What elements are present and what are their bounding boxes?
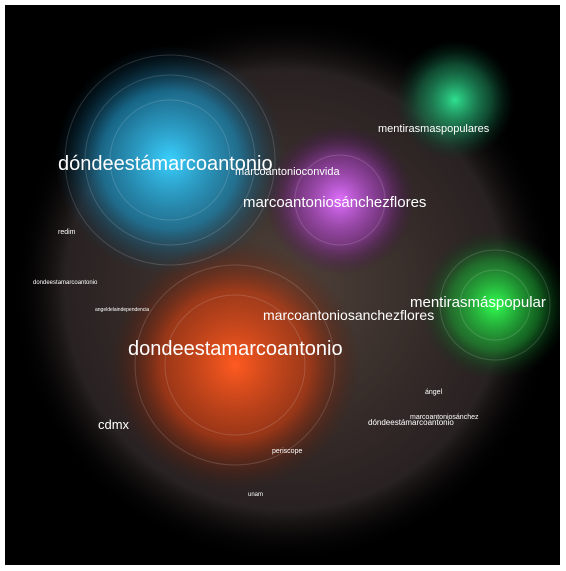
network-graph: dóndeestámarcoantonio marcoantonioconvid… <box>0 0 566 571</box>
node-label: periscope <box>272 448 302 455</box>
node-label: unam <box>248 492 263 498</box>
node-label: ángel <box>425 389 443 396</box>
node-label: cdmx <box>98 417 130 432</box>
cluster <box>395 40 515 160</box>
node-label: dondeestamarcoantonio <box>33 280 98 286</box>
node-label: marcoantoniosánchezflores <box>243 194 426 211</box>
node-label: dóndeestámarcoantonio <box>368 418 454 427</box>
node-label: redim <box>58 229 76 236</box>
node-label: mentirasmaspopulares <box>378 123 490 135</box>
node-label: marcoantonioconvida <box>235 166 340 178</box>
cluster <box>110 240 360 490</box>
node-label: angeldelaindependencia <box>95 307 149 313</box>
node-label: dondeestamarcoantonio <box>128 338 343 360</box>
node-label: marcoantoniosanchezflores <box>263 307 434 323</box>
